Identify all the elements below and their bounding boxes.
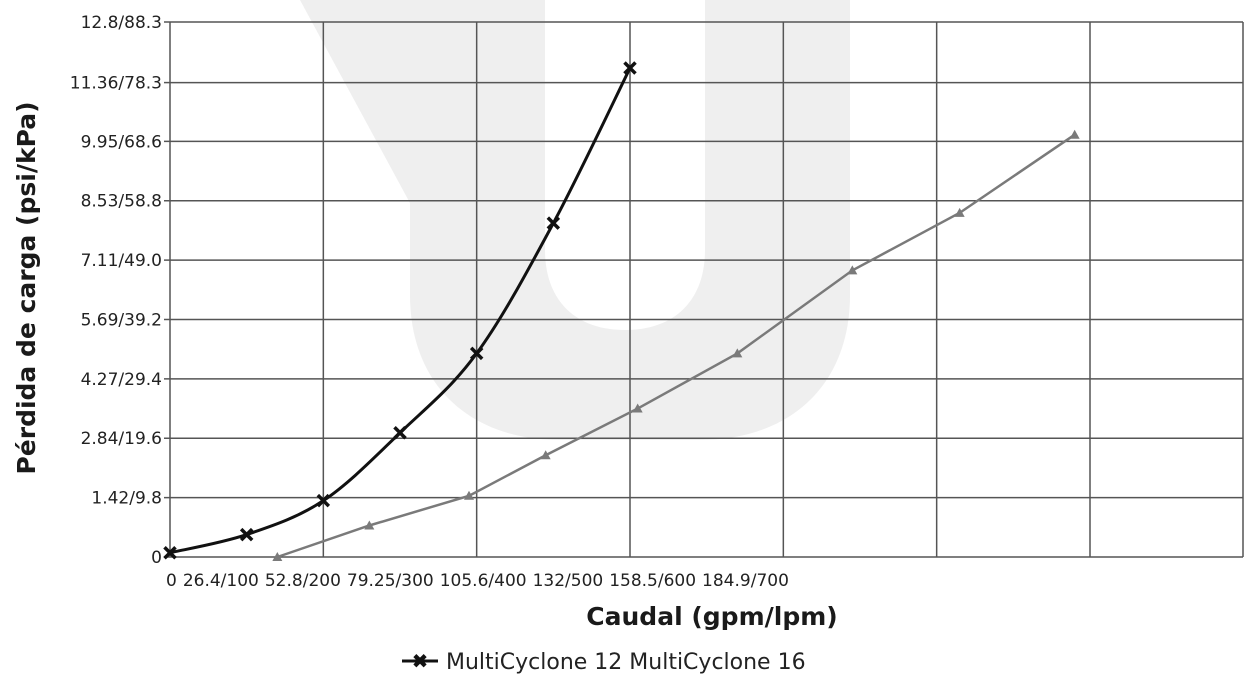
point-multicyclone-16 (847, 265, 858, 275)
y-tick-label: 9.95/68.6 (81, 132, 162, 152)
point-multicyclone-12 (316, 493, 331, 508)
y-tick-label: 12.8/88.3 (81, 13, 162, 33)
point-multicyclone-16 (954, 207, 965, 217)
y-tick-label: 8.53/58.8 (81, 192, 162, 212)
point-multicyclone-12 (393, 426, 407, 440)
legend-text: MultiCyclone 12 MultiCyclone 16 (446, 650, 806, 674)
x-tick-labels: 0 26.4/100 52.8/200 79.25/300 105.6/400 132/5… (166, 571, 789, 591)
y-tick-label: 1.42/9.8 (91, 489, 162, 509)
watermark-logo (300, 0, 850, 440)
x-tick-label: 184.9/700 (702, 571, 789, 591)
point-multicyclone-16 (632, 403, 643, 413)
point-multicyclone-16 (732, 348, 743, 358)
point-multicyclone-12 (163, 546, 177, 560)
x-tick-label: 79.25/300 (347, 571, 434, 591)
x-tick-label: 105.6/400 (440, 571, 527, 591)
x-tick-label: 158.5/600 (609, 571, 696, 591)
point-multicyclone-16 (272, 552, 283, 561)
grid (164, 21, 1244, 558)
point-multicyclone-16 (540, 450, 551, 460)
y-tick-label: 5.69/39.2 (81, 310, 162, 330)
legend-marker-x: ✖ (412, 649, 429, 673)
y-tick-label: 11.36/78.3 (70, 74, 162, 94)
point-multicyclone-16 (464, 490, 474, 500)
point-multicyclone-12 (469, 346, 484, 361)
y-axis-title: Pérdida de carga (psi/kPa) (12, 101, 41, 474)
x-tick-label: 0 (166, 571, 177, 591)
y-tick-label: 2.84/19.6 (81, 429, 162, 449)
series-layer (163, 61, 1080, 561)
y-tick-labels: 0 1.42/9.8 2.84/19.6 4.27/29.4 5.69/39.2 7.11… (70, 13, 162, 568)
series-line-multicyclone-12 (169, 67, 632, 555)
point-multicyclone-16 (1069, 129, 1080, 139)
legend: ✖ MultiCyclone 12 MultiCyclone 16 (402, 649, 806, 674)
y-tick-label: 4.27/29.4 (81, 370, 162, 390)
point-multicyclone-12 (623, 61, 637, 75)
y-tick-label: 0 (151, 548, 162, 568)
y-tick-label: 7.11/49.0 (81, 251, 162, 271)
x-tick-label: 52.8/200 (265, 571, 341, 591)
point-multicyclone-16 (364, 520, 375, 530)
x-axis-title: Caudal (gpm/lpm) (586, 602, 837, 631)
point-multicyclone-12 (546, 216, 561, 230)
x-tick-label: 26.4/100 (183, 571, 259, 591)
point-multicyclone-12 (239, 527, 254, 542)
x-tick-label: 132/500 (533, 571, 604, 591)
